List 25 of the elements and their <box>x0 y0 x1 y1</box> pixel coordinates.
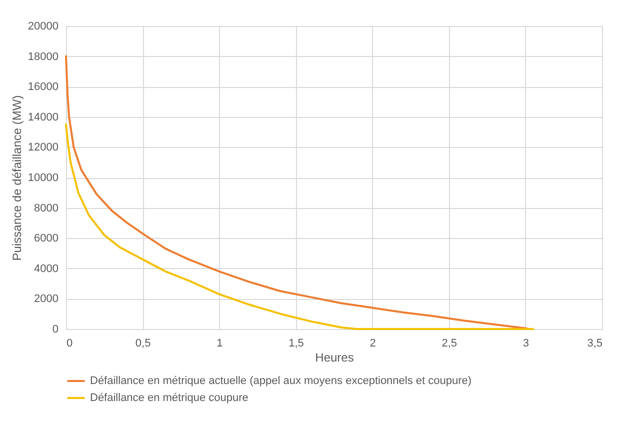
y-tick-label: 6000 <box>34 232 58 245</box>
x-tick-label: 0,5 <box>135 338 151 350</box>
y-tick-label: 8000 <box>34 202 58 214</box>
y-tick-label: 12000 <box>28 142 58 154</box>
x-tick-label: 3 <box>522 338 529 350</box>
y-tick-label: 14000 <box>28 111 58 124</box>
y-tick-label: 10000 <box>28 172 58 184</box>
x-tick-label: 3,5 <box>587 338 602 350</box>
x-tick-label: 2,5 <box>442 338 458 350</box>
y-tick-label: 16000 <box>28 81 58 94</box>
y-tick-label: 4000 <box>34 262 58 275</box>
legend-label: Défaillance en métrique actuelle (appel aux moyens exceptionnels et coupure) <box>90 375 472 387</box>
y-tick-label: 2000 <box>34 293 58 306</box>
x-axis-title: Heures <box>315 350 354 364</box>
y-axis-title: Puissance de défaillance (MW) <box>10 95 24 261</box>
y-tick-label: 0 <box>52 324 58 336</box>
x-tick-label: 1 <box>216 338 223 350</box>
x-tick-label: 2 <box>370 338 376 350</box>
x-tick-label: 1,5 <box>288 338 304 350</box>
y-tick-label: 18000 <box>28 50 58 63</box>
line-series <box>65 123 534 330</box>
line-series <box>65 55 530 330</box>
legend-label: Défaillance en métrique coupure <box>90 392 248 404</box>
y-tick-label: 20000 <box>28 20 58 32</box>
x-tick-label: 0 <box>66 338 73 350</box>
